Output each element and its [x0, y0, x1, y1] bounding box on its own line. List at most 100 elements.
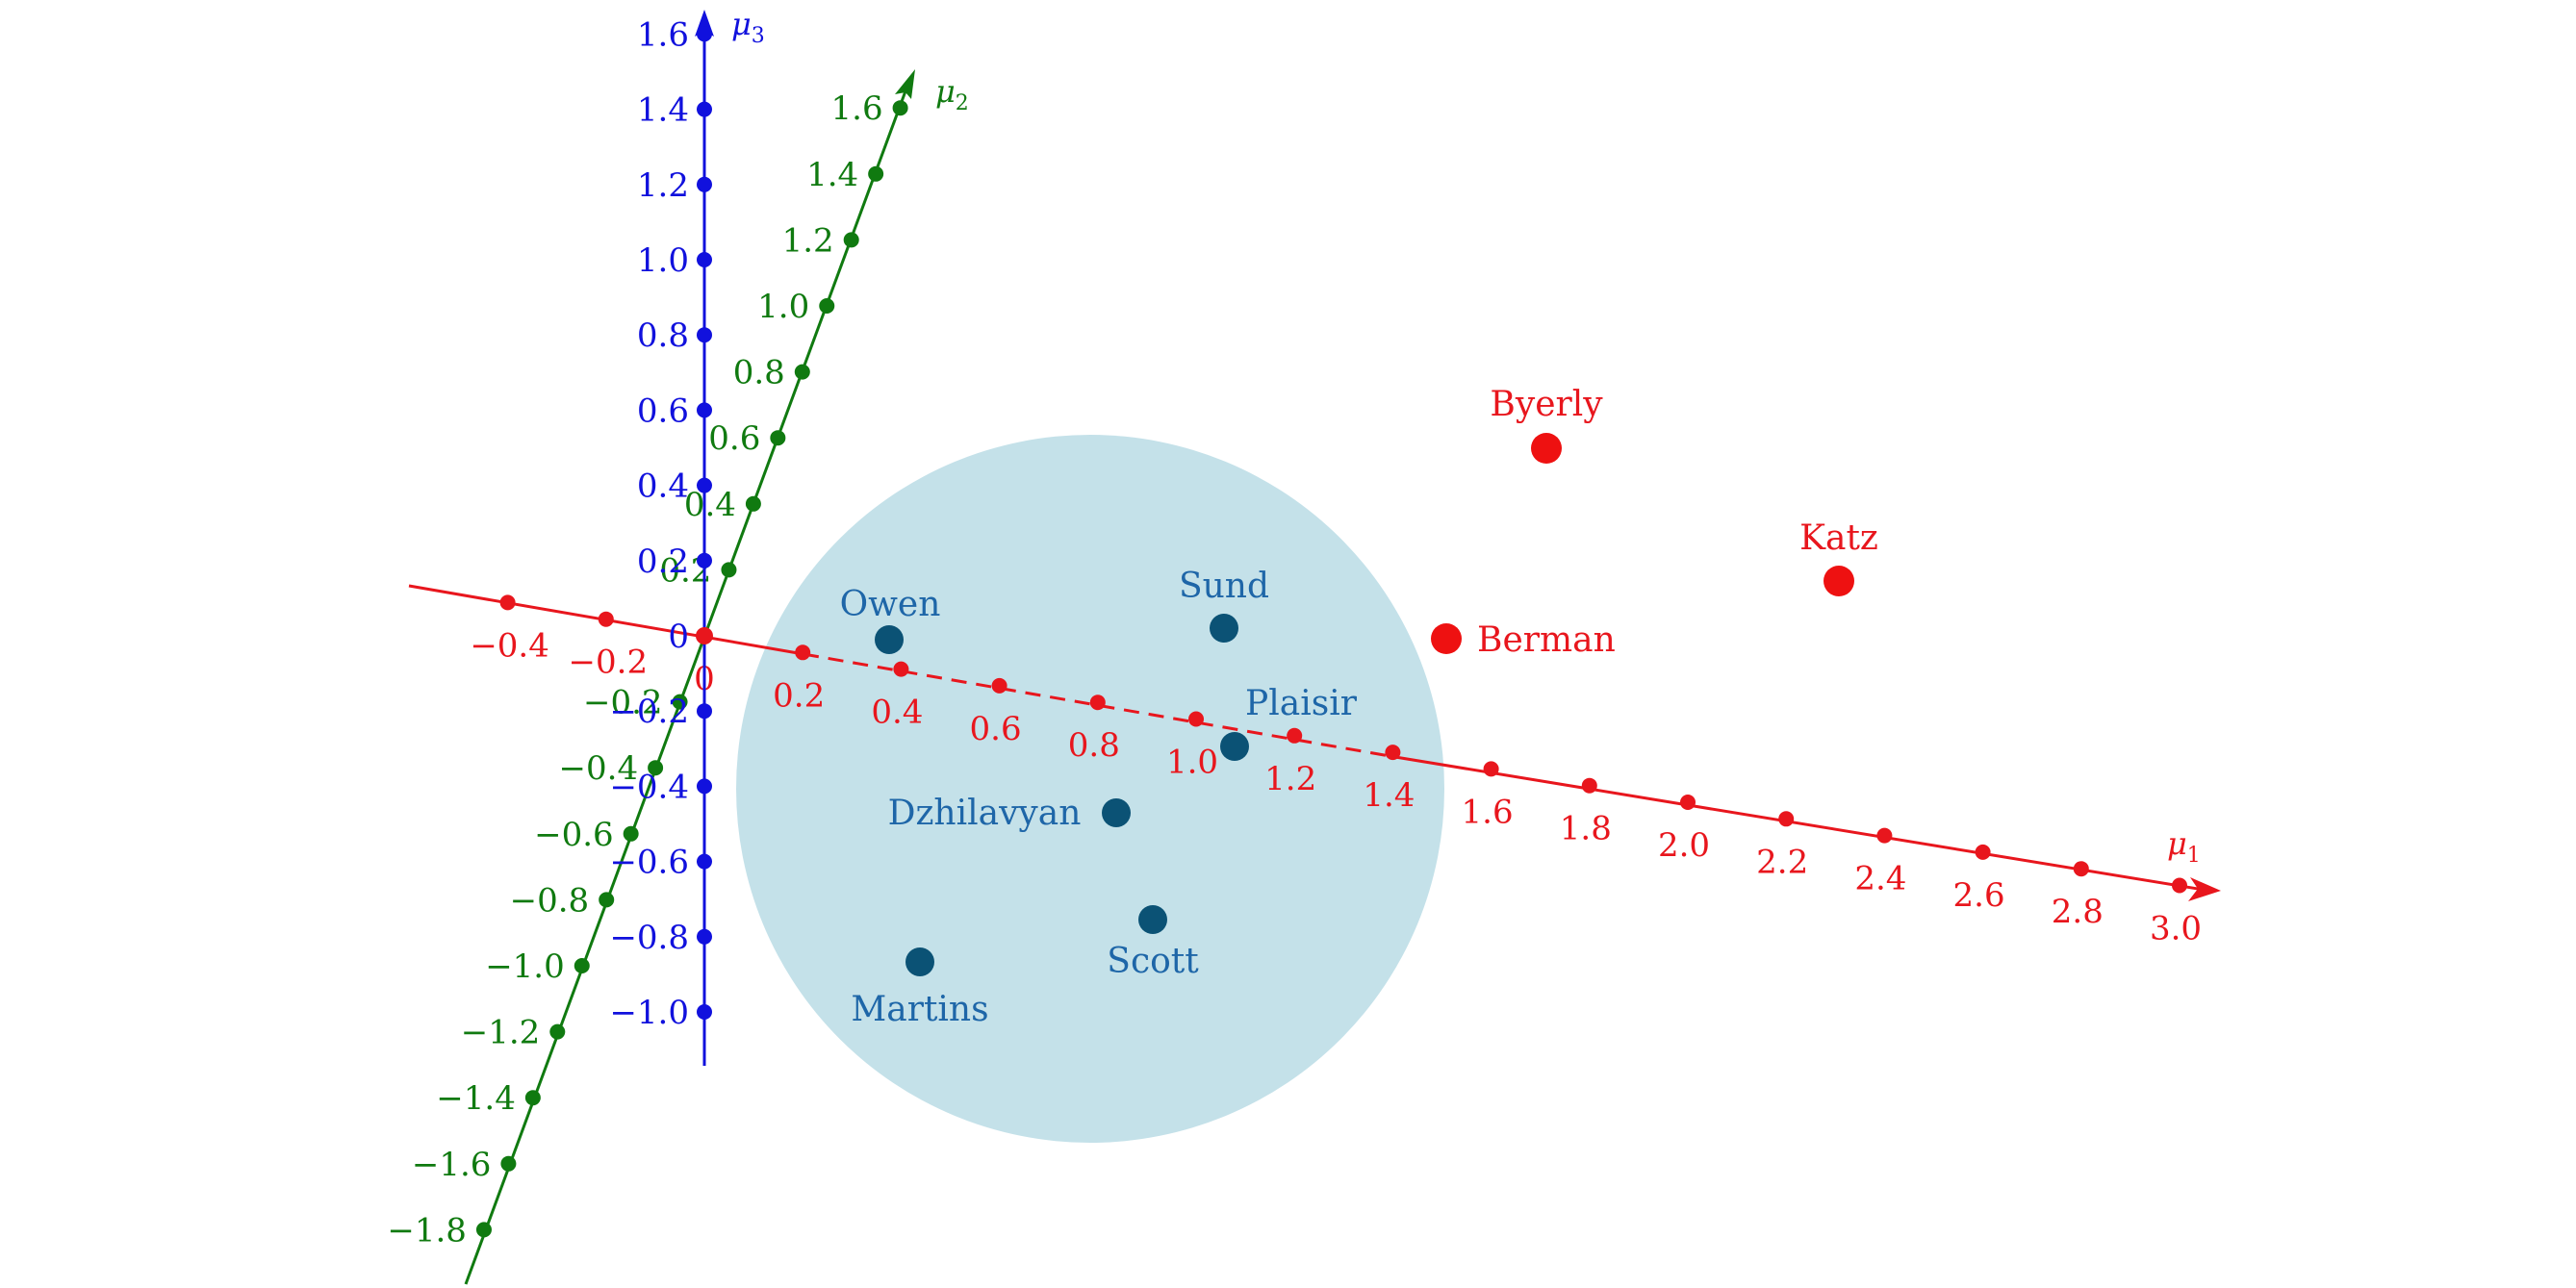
mu1-tick-label: 2.6 [1953, 876, 2005, 915]
label-dzhilavyan: Dzhilavyan [888, 794, 1082, 833]
mu1-axis-name: μ1 [2167, 825, 2201, 868]
mu2-tick-dot [794, 364, 810, 380]
mu2-tick-dot [770, 430, 786, 446]
mu1-tick-dot [1287, 727, 1303, 744]
mu3-tick-label: −0.6 [609, 844, 689, 882]
mu1-tick-dot [1581, 777, 1597, 794]
mu2-tick-label: −1.8 [387, 1211, 467, 1250]
point-berman [1431, 623, 1462, 654]
mu3-tick-label: −0.2 [609, 693, 689, 731]
mu1-tick-dot [1778, 811, 1795, 827]
mu1-tick-dot [893, 661, 909, 677]
point-owen [875, 625, 904, 654]
mu3-tick-dot [697, 176, 712, 192]
mu3-tick-label: −1.0 [609, 994, 689, 1032]
mu1-tick-dot [1876, 827, 1893, 844]
mu1-tick-label: 1.8 [1560, 810, 1612, 848]
label-byerly: Byerly [1490, 385, 1603, 424]
mu3-tick-dot [697, 703, 712, 720]
mu3-tick-dot [697, 26, 712, 42]
mu2-tick-label: −1.0 [485, 947, 565, 986]
mu2-axis: −1.8 −1.6 −1.4 −1.2 −1.0 −0.8 −0.6 −0.4 −0.2 0.2 0… [387, 69, 969, 1285]
mu1-tick-label: 0.6 [970, 710, 1022, 748]
mu1-tick-dot [1089, 695, 1106, 711]
mu3-tick-label: 1.6 [637, 15, 689, 54]
mu2-ticks: −1.8 −1.6 −1.4 −1.2 −1.0 −0.8 −0.6 −0.4 −0.2 0.2 0… [387, 89, 908, 1250]
mu3-tick-label: 0.8 [637, 316, 689, 355]
mu1-tick-dot [1188, 711, 1204, 727]
mu1-axis-name-subscript: 1 [2187, 844, 2201, 868]
mu3-tick-label: 0 [668, 618, 689, 656]
mu2-axis-name-base: μ [935, 73, 956, 110]
mu1-tick-label: 2.8 [2052, 893, 2104, 931]
mu1-tick-dot [795, 644, 811, 661]
mu2-tick-label: 0.4 [684, 486, 736, 524]
mu3-tick-label: 0.6 [637, 391, 689, 430]
mu3-tick-dot [697, 778, 712, 795]
mu2-tick-dot [721, 562, 737, 578]
label-sund: Sund [1179, 567, 1269, 606]
mu2-tick-dot [819, 298, 835, 314]
mu3-tick-dot [697, 928, 712, 945]
mu3-tick-label: −0.4 [609, 768, 689, 806]
mu2-tick-dot [475, 1222, 492, 1238]
label-berman: Berman [1477, 620, 1616, 660]
mu3-tick-label: −0.8 [609, 919, 689, 957]
point-byerly [1531, 433, 1562, 464]
mu1-tick-dot [2073, 861, 2089, 877]
mu1-tick-dot [1975, 844, 1991, 860]
mu2-tick-label: −0.6 [534, 816, 614, 854]
mu2-tick-dot [648, 760, 664, 776]
mu1-axis-arrowhead [2188, 877, 2221, 901]
mu2-axis-line [464, 88, 908, 1285]
mu2-tick-label: 0.6 [708, 419, 760, 458]
mu1-tick-dot [499, 594, 516, 611]
mu3-axis-name-subscript: 3 [752, 24, 765, 48]
mu1-ticks: −0.4−0.200.20.40.60.81.01.21.41.61.82.02… [470, 594, 2202, 948]
label-martins: Martins [851, 990, 988, 1029]
mu1-tick-dot [2172, 877, 2187, 894]
mu2-tick-dot [868, 165, 884, 182]
label-owen: Owen [840, 585, 941, 624]
mu1-tick-label: 2.0 [1658, 826, 1710, 865]
mu1-axis: −0.4−0.200.20.40.60.81.01.21.41.61.82.02… [408, 584, 2221, 948]
mu2-tick-label: −1.6 [412, 1146, 492, 1184]
mu3-tick-dot [697, 853, 712, 870]
mu1-tick-label: 0.2 [773, 676, 825, 715]
point-dzhilavyan [1102, 798, 1131, 827]
mu2-tick-dot [524, 1090, 541, 1106]
point-plaisir [1220, 732, 1249, 761]
cluster-region [736, 435, 1444, 1143]
mu2-tick-dot [500, 1155, 517, 1172]
mu1-tick-dot [1385, 745, 1401, 761]
mu2-tick-dot [843, 232, 859, 248]
mu1-tick-label: 2.4 [1854, 860, 1906, 898]
point-scott [1138, 905, 1167, 934]
mu2-tick-label: −0.2 [583, 684, 663, 722]
mu1-axis-line-right [1394, 755, 2205, 892]
outside-points: Byerly Katz Berman [1431, 385, 1878, 660]
mu1-tick-label: 3.0 [2150, 910, 2202, 948]
mu3-tick-dot [697, 477, 712, 493]
mu2-tick-label: −1.2 [461, 1014, 541, 1052]
mu2-tick-dot [892, 100, 908, 116]
mu1-tick-label: −0.4 [470, 626, 549, 665]
mu3-tick-dot [697, 327, 712, 343]
mu1-tick-label: −0.2 [569, 644, 649, 682]
mu2-tick-dot [574, 958, 590, 973]
label-katz: Katz [1799, 518, 1878, 558]
mu1-tick-dot [991, 677, 1007, 694]
mu1-tick-label: 1.4 [1363, 776, 1415, 815]
mu2-axis-name: μ2 [935, 73, 969, 115]
mu2-tick-label: −0.8 [510, 881, 590, 920]
mu3-tick-dot [697, 552, 712, 568]
inside-points: Owen Sund Plaisir Dzhilavyan Scott Marti… [840, 567, 1358, 1029]
mu2-tick-label: 1.0 [757, 288, 809, 326]
mu3-tick-label: 1.4 [637, 91, 689, 130]
mu2-axis-name-subscript: 2 [956, 91, 969, 115]
mu2-axis-arrowhead [895, 69, 915, 99]
mu1-tick-label: 1.0 [1166, 744, 1218, 782]
mu2-tick-label: 0.8 [733, 354, 785, 392]
mu2-tick-dot [623, 825, 639, 842]
mu3-tick-label: 1.2 [637, 166, 689, 205]
